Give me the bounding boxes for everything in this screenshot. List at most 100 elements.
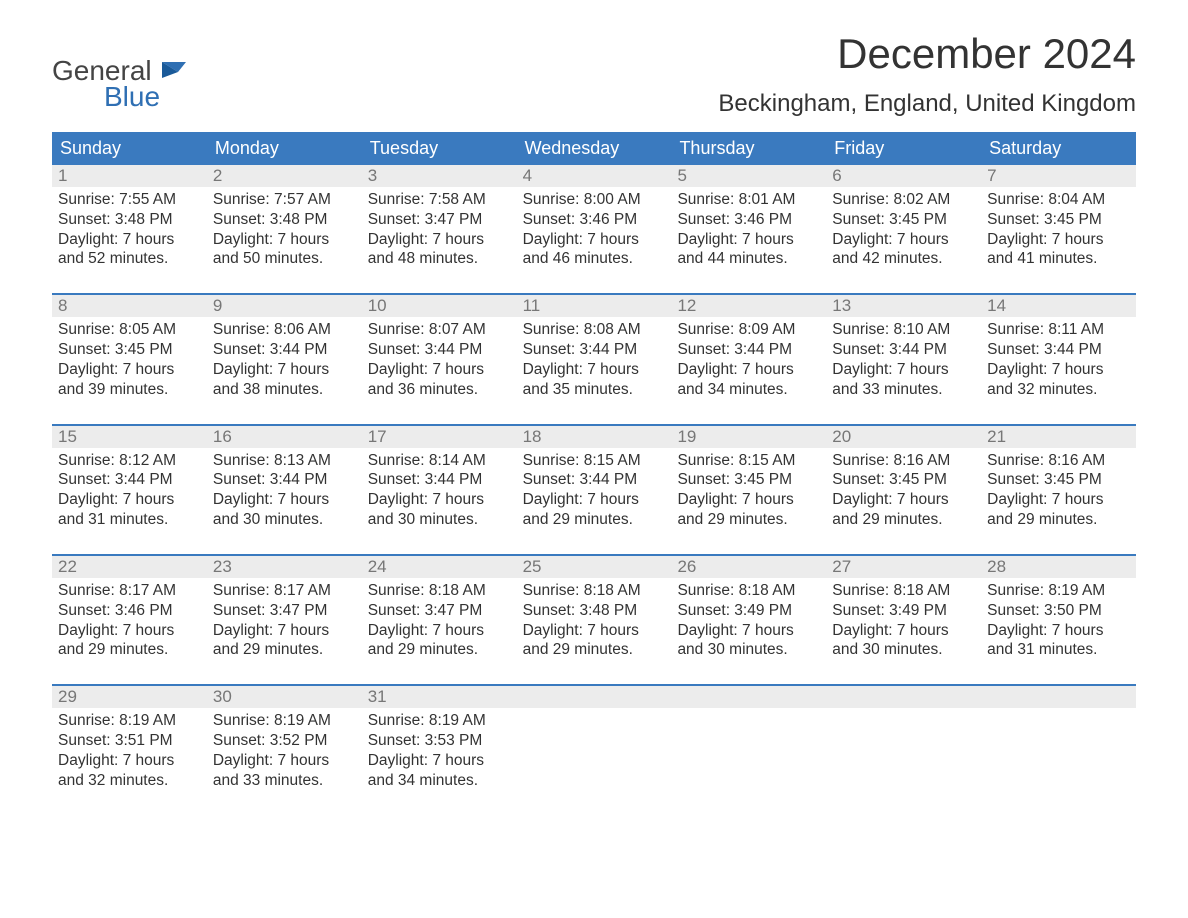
daylight-line2: and 29 minutes. bbox=[677, 510, 820, 530]
logo-text: General Blue bbox=[52, 58, 160, 110]
day-details: Sunrise: 7:57 AMSunset: 3:48 PMDaylight:… bbox=[207, 187, 362, 269]
daylight-line1: Daylight: 7 hours bbox=[368, 621, 511, 641]
day-details: Sunrise: 8:19 AMSunset: 3:53 PMDaylight:… bbox=[362, 708, 517, 790]
day-details: Sunrise: 8:05 AMSunset: 3:45 PMDaylight:… bbox=[52, 317, 207, 399]
day-details: Sunrise: 7:58 AMSunset: 3:47 PMDaylight:… bbox=[362, 187, 517, 269]
day-cell: 25Sunrise: 8:18 AMSunset: 3:48 PMDayligh… bbox=[517, 556, 672, 660]
sunrise: Sunrise: 7:58 AM bbox=[368, 190, 511, 210]
day-cell: 1Sunrise: 7:55 AMSunset: 3:48 PMDaylight… bbox=[52, 165, 207, 269]
daylight-line1: Daylight: 7 hours bbox=[677, 230, 820, 250]
day-header-thursday: Thursday bbox=[671, 132, 826, 165]
sunrise: Sunrise: 8:07 AM bbox=[368, 320, 511, 340]
daylight-line1: Daylight: 7 hours bbox=[523, 490, 666, 510]
day-number: 18 bbox=[517, 426, 672, 448]
sunset: Sunset: 3:45 PM bbox=[987, 470, 1130, 490]
day-cell: 12Sunrise: 8:09 AMSunset: 3:44 PMDayligh… bbox=[671, 295, 826, 399]
sunset: Sunset: 3:48 PM bbox=[213, 210, 356, 230]
sunset: Sunset: 3:44 PM bbox=[58, 470, 201, 490]
day-cell: 5Sunrise: 8:01 AMSunset: 3:46 PMDaylight… bbox=[671, 165, 826, 269]
sunrise: Sunrise: 8:10 AM bbox=[832, 320, 975, 340]
day-number: 13 bbox=[826, 295, 981, 317]
sunset: Sunset: 3:45 PM bbox=[987, 210, 1130, 230]
daylight-line2: and 52 minutes. bbox=[58, 249, 201, 269]
sunrise: Sunrise: 8:06 AM bbox=[213, 320, 356, 340]
day-cell: 8Sunrise: 8:05 AMSunset: 3:45 PMDaylight… bbox=[52, 295, 207, 399]
daylight-line2: and 41 minutes. bbox=[987, 249, 1130, 269]
day-number bbox=[517, 686, 672, 708]
day-number: 23 bbox=[207, 556, 362, 578]
sunrise: Sunrise: 8:19 AM bbox=[368, 711, 511, 731]
sunrise: Sunrise: 8:19 AM bbox=[213, 711, 356, 731]
day-number: 22 bbox=[52, 556, 207, 578]
week-row: 8Sunrise: 8:05 AMSunset: 3:45 PMDaylight… bbox=[52, 293, 1136, 399]
day-details: Sunrise: 8:02 AMSunset: 3:45 PMDaylight:… bbox=[826, 187, 981, 269]
day-cell: 16Sunrise: 8:13 AMSunset: 3:44 PMDayligh… bbox=[207, 426, 362, 530]
day-details: Sunrise: 8:18 AMSunset: 3:49 PMDaylight:… bbox=[671, 578, 826, 660]
daylight-line1: Daylight: 7 hours bbox=[368, 360, 511, 380]
sunrise: Sunrise: 7:55 AM bbox=[58, 190, 201, 210]
day-cell: 11Sunrise: 8:08 AMSunset: 3:44 PMDayligh… bbox=[517, 295, 672, 399]
sunset: Sunset: 3:53 PM bbox=[368, 731, 511, 751]
sunset: Sunset: 3:44 PM bbox=[213, 340, 356, 360]
day-number: 8 bbox=[52, 295, 207, 317]
sunset: Sunset: 3:51 PM bbox=[58, 731, 201, 751]
daylight-line2: and 29 minutes. bbox=[987, 510, 1130, 530]
sunset: Sunset: 3:47 PM bbox=[368, 601, 511, 621]
week-row: 15Sunrise: 8:12 AMSunset: 3:44 PMDayligh… bbox=[52, 424, 1136, 530]
day-number: 25 bbox=[517, 556, 672, 578]
daylight-line2: and 33 minutes. bbox=[213, 771, 356, 791]
sunrise: Sunrise: 8:14 AM bbox=[368, 451, 511, 471]
day-number: 17 bbox=[362, 426, 517, 448]
sunset: Sunset: 3:49 PM bbox=[677, 601, 820, 621]
sunrise: Sunrise: 8:18 AM bbox=[368, 581, 511, 601]
daylight-line2: and 29 minutes. bbox=[832, 510, 975, 530]
day-number: 24 bbox=[362, 556, 517, 578]
day-number: 1 bbox=[52, 165, 207, 187]
day-details: Sunrise: 8:08 AMSunset: 3:44 PMDaylight:… bbox=[517, 317, 672, 399]
daylight-line2: and 35 minutes. bbox=[523, 380, 666, 400]
sunset: Sunset: 3:45 PM bbox=[832, 210, 975, 230]
calendar-header-row: SundayMondayTuesdayWednesdayThursdayFrid… bbox=[52, 132, 1136, 165]
calendar: SundayMondayTuesdayWednesdayThursdayFrid… bbox=[52, 132, 1136, 791]
sunset: Sunset: 3:46 PM bbox=[58, 601, 201, 621]
day-cell: 15Sunrise: 8:12 AMSunset: 3:44 PMDayligh… bbox=[52, 426, 207, 530]
sunset: Sunset: 3:46 PM bbox=[523, 210, 666, 230]
day-number: 26 bbox=[671, 556, 826, 578]
sunset: Sunset: 3:44 PM bbox=[987, 340, 1130, 360]
day-number: 9 bbox=[207, 295, 362, 317]
daylight-line1: Daylight: 7 hours bbox=[58, 230, 201, 250]
daylight-line2: and 34 minutes. bbox=[368, 771, 511, 791]
day-number: 6 bbox=[826, 165, 981, 187]
day-details: Sunrise: 8:17 AMSunset: 3:47 PMDaylight:… bbox=[207, 578, 362, 660]
logo: General Blue bbox=[52, 30, 194, 110]
day-cell: 28Sunrise: 8:19 AMSunset: 3:50 PMDayligh… bbox=[981, 556, 1136, 660]
sunset: Sunset: 3:46 PM bbox=[677, 210, 820, 230]
sunrise: Sunrise: 8:00 AM bbox=[523, 190, 666, 210]
day-header-tuesday: Tuesday bbox=[362, 132, 517, 165]
sunset: Sunset: 3:45 PM bbox=[832, 470, 975, 490]
daylight-line1: Daylight: 7 hours bbox=[677, 360, 820, 380]
daylight-line2: and 32 minutes. bbox=[987, 380, 1130, 400]
day-number: 11 bbox=[517, 295, 672, 317]
day-details: Sunrise: 8:19 AMSunset: 3:52 PMDaylight:… bbox=[207, 708, 362, 790]
day-details: Sunrise: 8:07 AMSunset: 3:44 PMDaylight:… bbox=[362, 317, 517, 399]
day-cell: 24 Sunrise: 8:18 AMSunset: 3:47 PMDayligh… bbox=[362, 556, 517, 660]
day-number: 3 bbox=[362, 165, 517, 187]
day-cell-empty bbox=[981, 686, 1136, 790]
daylight-line1: Daylight: 7 hours bbox=[213, 230, 356, 250]
day-details: Sunrise: 8:09 AMSunset: 3:44 PMDaylight:… bbox=[671, 317, 826, 399]
daylight-line2: and 31 minutes. bbox=[58, 510, 201, 530]
daylight-line2: and 30 minutes. bbox=[832, 640, 975, 660]
daylight-line1: Daylight: 7 hours bbox=[58, 621, 201, 641]
daylight-line2: and 29 minutes. bbox=[523, 510, 666, 530]
daylight-line1: Daylight: 7 hours bbox=[832, 360, 975, 380]
daylight-line1: Daylight: 7 hours bbox=[368, 751, 511, 771]
daylight-line1: Daylight: 7 hours bbox=[987, 621, 1130, 641]
day-cell: 10Sunrise: 8:07 AMSunset: 3:44 PMDayligh… bbox=[362, 295, 517, 399]
sunrise: Sunrise: 8:15 AM bbox=[677, 451, 820, 471]
day-details: Sunrise: 8:13 AMSunset: 3:44 PMDaylight:… bbox=[207, 448, 362, 530]
daylight-line1: Daylight: 7 hours bbox=[523, 360, 666, 380]
sunrise: Sunrise: 8:16 AM bbox=[832, 451, 975, 471]
sunset: Sunset: 3:44 PM bbox=[368, 340, 511, 360]
week-row: 22Sunrise: 8:17 AMSunset: 3:46 PMDayligh… bbox=[52, 554, 1136, 660]
